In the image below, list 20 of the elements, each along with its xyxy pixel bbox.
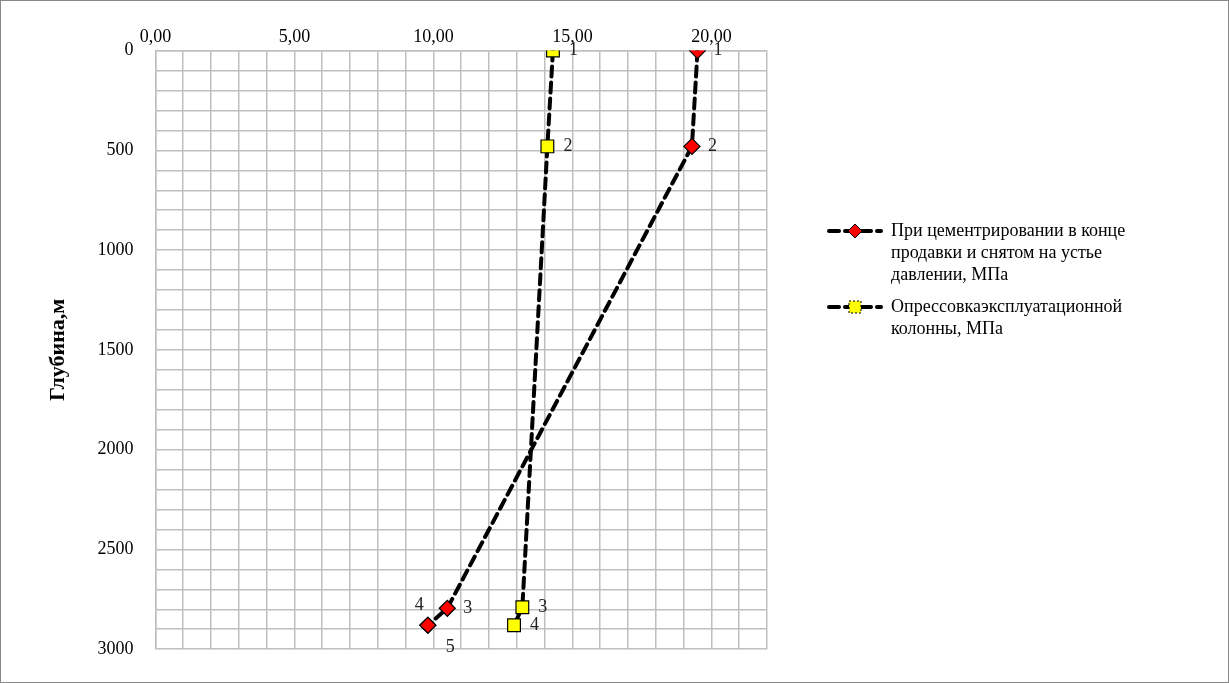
x-tick-label: 5,00	[278, 25, 311, 46]
y-tick-label: 1500	[97, 338, 134, 359]
annotation: 2	[563, 135, 573, 156]
annotation: 4	[530, 613, 540, 634]
annotation: 5	[445, 635, 455, 656]
legend-label: При цементрировании в конце продавки и снятом на устье давлении, МПа	[891, 219, 1127, 285]
y-tick-label: 3000	[97, 637, 134, 658]
annotation: 2	[707, 135, 717, 156]
y-tick-label: 0	[124, 39, 134, 60]
annotation: 4	[414, 593, 424, 614]
legend-label: Опрессовкаэксплуатационной колонны, МПа	[891, 295, 1124, 339]
y-tick-label: 2000	[97, 438, 134, 459]
annotation: 3	[538, 596, 548, 617]
y-tick-label: 1000	[97, 238, 134, 259]
y-tick-label: 500	[106, 139, 134, 160]
y-tick-label: 2500	[97, 538, 134, 559]
y-axis-title: Глубина,м	[43, 298, 69, 402]
x-tick-label: 10,00	[413, 25, 454, 46]
x-tick-label: 0,00	[139, 25, 172, 46]
annotation: 3	[463, 597, 473, 618]
